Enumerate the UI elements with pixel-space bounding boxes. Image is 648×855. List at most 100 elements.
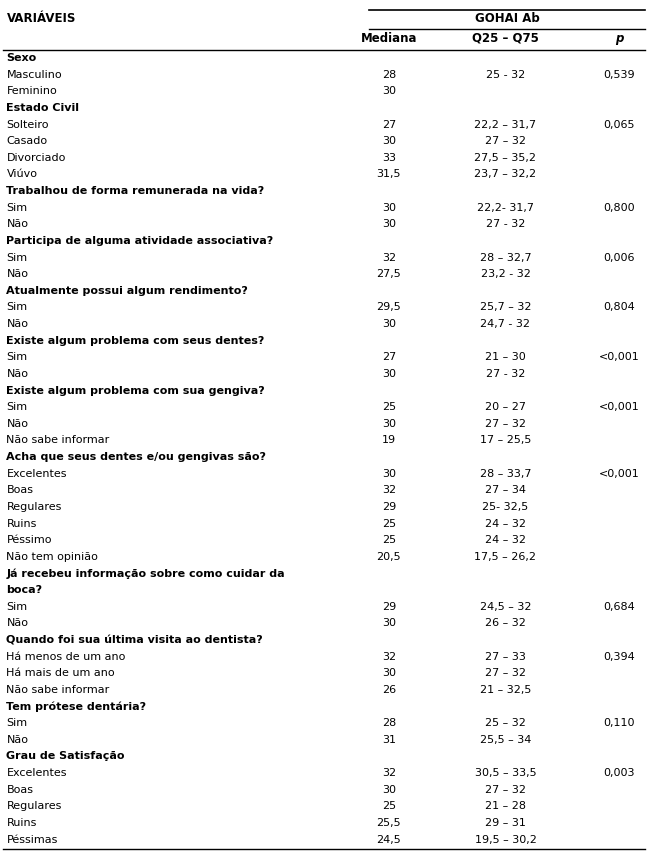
Text: <0,001: <0,001 <box>599 469 639 479</box>
Text: 30: 30 <box>382 219 396 229</box>
Text: Sim: Sim <box>6 203 28 213</box>
Text: p: p <box>615 32 623 44</box>
Text: Excelentes: Excelentes <box>6 469 67 479</box>
Text: Boas: Boas <box>6 785 34 794</box>
Text: Sexo: Sexo <box>6 53 37 63</box>
Text: 27 - 32: 27 - 32 <box>486 369 525 379</box>
Text: Não: Não <box>6 319 29 329</box>
Text: Acha que seus dentes e/ou gengivas são?: Acha que seus dentes e/ou gengivas são? <box>6 452 266 462</box>
Text: Sim: Sim <box>6 252 28 262</box>
Text: 30: 30 <box>382 419 396 429</box>
Text: Q25 – Q75: Q25 – Q75 <box>472 32 539 44</box>
Text: 26 – 32: 26 – 32 <box>485 618 526 628</box>
Text: 24 – 32: 24 – 32 <box>485 519 526 528</box>
Text: 25: 25 <box>382 535 396 545</box>
Text: 33: 33 <box>382 153 396 162</box>
Text: Sim: Sim <box>6 602 28 612</box>
Text: 29 – 31: 29 – 31 <box>485 818 526 828</box>
Text: 30: 30 <box>382 86 396 97</box>
Text: Não sabe informar: Não sabe informar <box>6 685 110 695</box>
Text: 27 – 32: 27 – 32 <box>485 419 526 429</box>
Text: 25- 32,5: 25- 32,5 <box>482 502 529 512</box>
Text: Regulares: Regulares <box>6 502 62 512</box>
Text: 29,5: 29,5 <box>376 303 401 312</box>
Text: <0,001: <0,001 <box>599 402 639 412</box>
Text: Não: Não <box>6 734 29 745</box>
Text: Trabalhou de forma remunerada na vida?: Trabalhou de forma remunerada na vida? <box>6 186 265 196</box>
Text: 25,7 – 32: 25,7 – 32 <box>480 303 531 312</box>
Text: Casado: Casado <box>6 136 47 146</box>
Text: Participa de alguma atividade associativa?: Participa de alguma atividade associativ… <box>6 236 273 246</box>
Text: Viúvo: Viúvo <box>6 169 38 180</box>
Text: Boas: Boas <box>6 486 34 495</box>
Text: 27 – 32: 27 – 32 <box>485 669 526 678</box>
Text: 25 - 32: 25 - 32 <box>486 69 525 80</box>
Text: Existe algum problema com sua gengiva?: Existe algum problema com sua gengiva? <box>6 386 265 396</box>
Text: 23,7 – 32,2: 23,7 – 32,2 <box>474 169 537 180</box>
Text: 28 – 32,7: 28 – 32,7 <box>480 252 531 262</box>
Text: Sim: Sim <box>6 352 28 363</box>
Text: 29: 29 <box>382 502 396 512</box>
Text: Sim: Sim <box>6 402 28 412</box>
Text: 28 – 33,7: 28 – 33,7 <box>480 469 531 479</box>
Text: 0,065: 0,065 <box>603 120 634 129</box>
Text: 25: 25 <box>382 801 396 811</box>
Text: 0,539: 0,539 <box>603 69 634 80</box>
Text: boca?: boca? <box>6 585 43 595</box>
Text: 31: 31 <box>382 734 396 745</box>
Text: 0,684: 0,684 <box>603 602 634 612</box>
Text: 24,5: 24,5 <box>376 834 401 845</box>
Text: 32: 32 <box>382 486 396 495</box>
Text: 17,5 – 26,2: 17,5 – 26,2 <box>474 551 537 562</box>
Text: 20 – 27: 20 – 27 <box>485 402 526 412</box>
Text: Excelentes: Excelentes <box>6 768 67 778</box>
Text: 30: 30 <box>382 319 396 329</box>
Text: Masculino: Masculino <box>6 69 62 80</box>
Text: 27 - 32: 27 - 32 <box>486 219 525 229</box>
Text: 26: 26 <box>382 685 396 695</box>
Text: Não: Não <box>6 219 29 229</box>
Text: 30: 30 <box>382 785 396 794</box>
Text: 0,003: 0,003 <box>603 768 634 778</box>
Text: Quando foi sua última visita ao dentista?: Quando foi sua última visita ao dentista… <box>6 635 263 645</box>
Text: 27 – 32: 27 – 32 <box>485 785 526 794</box>
Text: Não: Não <box>6 618 29 628</box>
Text: 17 – 25,5: 17 – 25,5 <box>480 435 531 445</box>
Text: 25 – 32: 25 – 32 <box>485 718 526 728</box>
Text: 31,5: 31,5 <box>376 169 401 180</box>
Text: 25,5: 25,5 <box>376 818 401 828</box>
Text: 25: 25 <box>382 519 396 528</box>
Text: Atualmente possui algum rendimento?: Atualmente possui algum rendimento? <box>6 286 248 296</box>
Text: 22,2 – 31,7: 22,2 – 31,7 <box>474 120 537 129</box>
Text: 32: 32 <box>382 768 396 778</box>
Text: 21 – 32,5: 21 – 32,5 <box>480 685 531 695</box>
Text: 24,7 - 32: 24,7 - 32 <box>480 319 531 329</box>
Text: <0,001: <0,001 <box>599 352 639 363</box>
Text: 0,800: 0,800 <box>603 203 634 213</box>
Text: 25: 25 <box>382 402 396 412</box>
Text: Não tem opinião: Não tem opinião <box>6 551 98 562</box>
Text: 21 – 30: 21 – 30 <box>485 352 526 363</box>
Text: 24 – 32: 24 – 32 <box>485 535 526 545</box>
Text: Não: Não <box>6 369 29 379</box>
Text: Estado Civil: Estado Civil <box>6 103 80 113</box>
Text: Solteiro: Solteiro <box>6 120 49 129</box>
Text: 30,5 – 33,5: 30,5 – 33,5 <box>474 768 537 778</box>
Text: 19,5 – 30,2: 19,5 – 30,2 <box>474 834 537 845</box>
Text: 30: 30 <box>382 669 396 678</box>
Text: 23,2 - 32: 23,2 - 32 <box>481 269 530 280</box>
Text: 27,5: 27,5 <box>376 269 401 280</box>
Text: 30: 30 <box>382 136 396 146</box>
Text: 28: 28 <box>382 69 396 80</box>
Text: Péssimo: Péssimo <box>6 535 52 545</box>
Text: Grau de Satisfação: Grau de Satisfação <box>6 752 125 762</box>
Text: 27 – 33: 27 – 33 <box>485 652 526 662</box>
Text: GOHAI Ab: GOHAI Ab <box>475 12 539 25</box>
Text: 27: 27 <box>382 352 396 363</box>
Text: Ruins: Ruins <box>6 818 37 828</box>
Text: Feminino: Feminino <box>6 86 57 97</box>
Text: 27 – 34: 27 – 34 <box>485 486 526 495</box>
Text: 32: 32 <box>382 652 396 662</box>
Text: Já recebeu informação sobre como cuidar da: Já recebeu informação sobre como cuidar … <box>6 569 285 579</box>
Text: 0,110: 0,110 <box>603 718 634 728</box>
